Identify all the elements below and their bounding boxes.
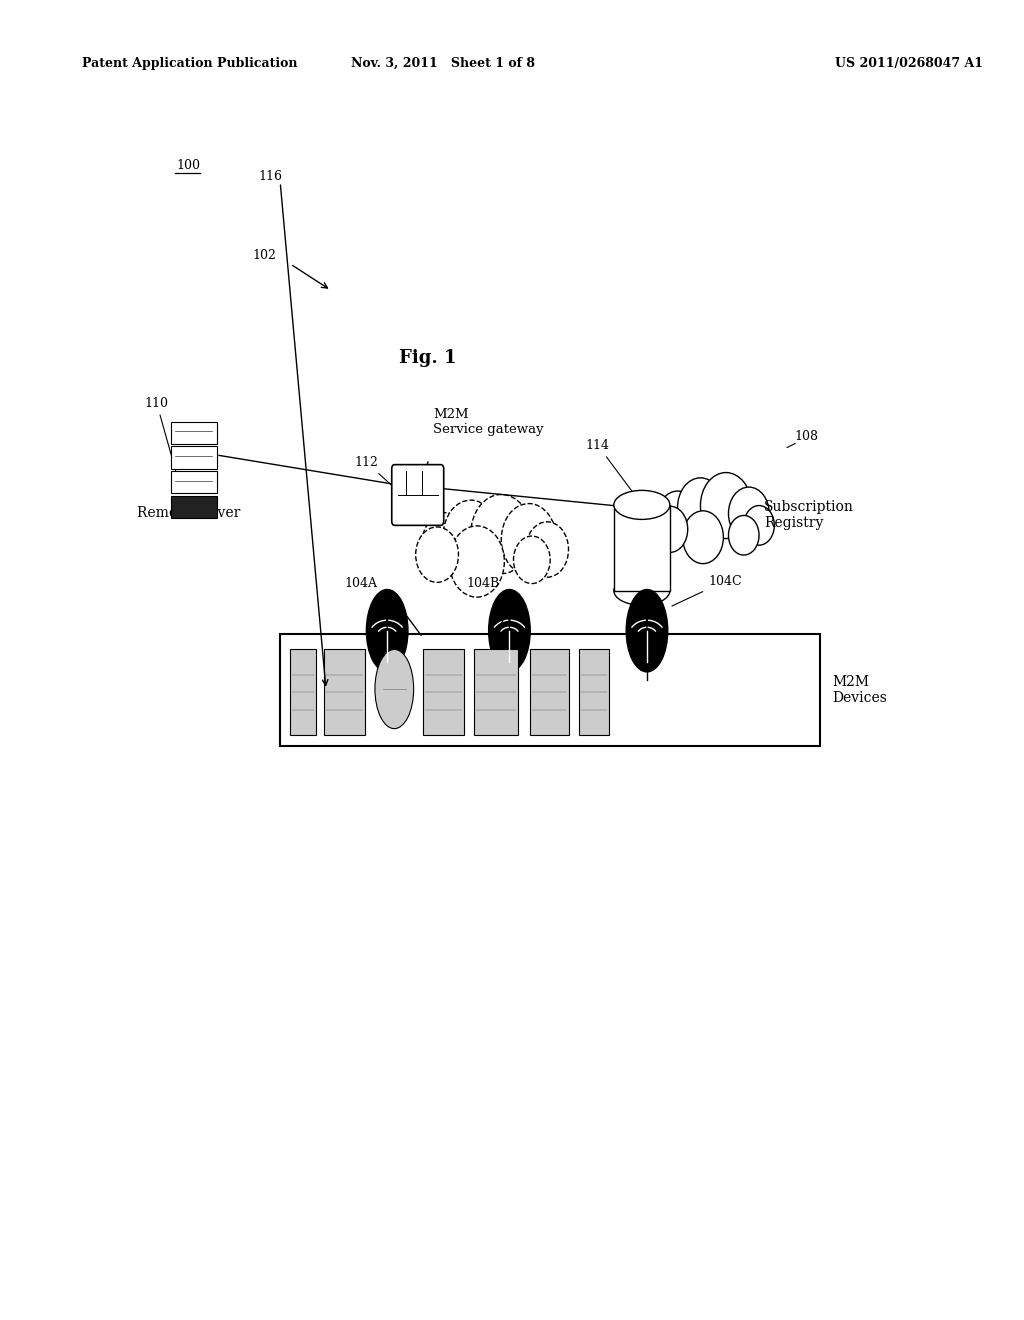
Circle shape (513, 536, 550, 583)
Circle shape (652, 507, 688, 553)
Ellipse shape (375, 649, 414, 729)
Circle shape (525, 521, 568, 577)
Circle shape (502, 504, 556, 576)
Text: Nov. 3, 2011   Sheet 1 of 8: Nov. 3, 2011 Sheet 1 of 8 (351, 57, 536, 70)
Bar (529, 649, 568, 735)
Text: Remote server: Remote server (137, 507, 241, 520)
Bar (281, 634, 820, 746)
Bar (171, 421, 216, 444)
Circle shape (471, 495, 531, 574)
Ellipse shape (367, 590, 408, 672)
Bar (579, 649, 609, 735)
FancyBboxPatch shape (392, 465, 443, 525)
Text: 102: 102 (253, 248, 276, 261)
Ellipse shape (613, 491, 670, 520)
Ellipse shape (488, 590, 530, 672)
Text: 110: 110 (144, 396, 180, 488)
Bar (171, 496, 216, 517)
Bar (324, 649, 365, 735)
Circle shape (743, 506, 774, 545)
Text: Fig. 1: Fig. 1 (399, 348, 457, 367)
Circle shape (678, 478, 723, 537)
Text: Subscription
Registry: Subscription Registry (764, 500, 854, 529)
Text: 108: 108 (795, 429, 819, 442)
Text: 112: 112 (354, 455, 397, 491)
Text: 114: 114 (586, 438, 635, 495)
Circle shape (657, 491, 698, 544)
Bar (171, 471, 216, 494)
Text: 104B: 104B (466, 577, 500, 590)
Bar (613, 506, 670, 591)
Circle shape (728, 516, 759, 554)
Circle shape (422, 512, 471, 576)
Bar (171, 446, 216, 469)
Circle shape (450, 525, 505, 597)
Circle shape (700, 473, 752, 539)
Text: M2M
Service gateway: M2M Service gateway (433, 408, 544, 436)
Text: M2M
Devices: M2M Devices (833, 675, 887, 705)
Ellipse shape (627, 590, 668, 672)
Bar (474, 649, 517, 735)
Circle shape (416, 527, 459, 582)
Text: Patent Application Publication: Patent Application Publication (82, 57, 297, 70)
Bar (423, 649, 464, 735)
Text: 116: 116 (259, 169, 283, 182)
Text: 104A: 104A (344, 577, 377, 590)
Bar (291, 649, 315, 735)
Circle shape (443, 500, 499, 572)
Circle shape (728, 487, 769, 540)
Text: 104C: 104C (672, 574, 741, 606)
Ellipse shape (613, 576, 670, 605)
Text: US 2011/0268047 A1: US 2011/0268047 A1 (836, 57, 983, 70)
Circle shape (683, 511, 723, 564)
Text: 100: 100 (176, 158, 201, 172)
